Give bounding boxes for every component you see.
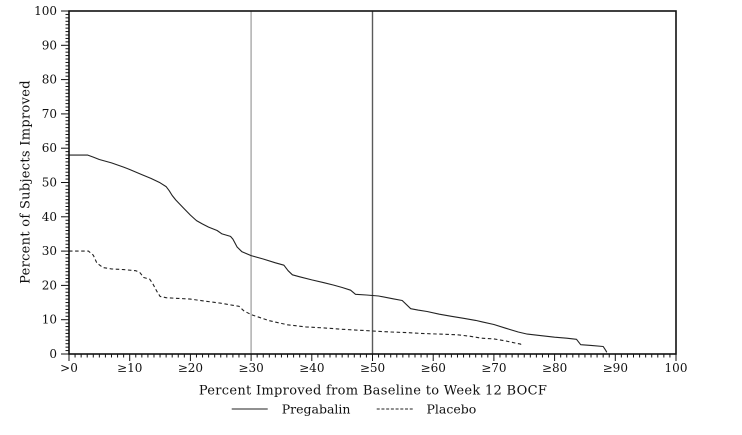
- y-tick-label: 50: [42, 176, 57, 190]
- y-tick-label: 40: [42, 210, 57, 224]
- y-tick-label: 0: [49, 347, 57, 361]
- series-line-pregabalin: [69, 154, 608, 353]
- x-tick-label: ≥70: [481, 361, 506, 375]
- x-tick-label: 100: [665, 361, 688, 375]
- y-tick-label: 100: [34, 4, 57, 18]
- x-tick-label: ≥60: [421, 361, 446, 375]
- y-tick-label: 20: [42, 278, 57, 292]
- series-line-placebo: [69, 250, 523, 348]
- legend-label-pregabalin: Pregabalin: [281, 401, 351, 417]
- y-tick-label: 10: [42, 313, 57, 327]
- x-axis-title: Percent Improved from Baseline to Week 1…: [198, 383, 548, 399]
- x-tick-label: ≥20: [178, 361, 203, 375]
- legend-label-placebo: Placebo: [426, 401, 477, 417]
- x-tick-label: ≥90: [603, 361, 628, 375]
- y-tick-label: 30: [42, 244, 57, 258]
- legend-line-sample-placebo: [376, 408, 413, 410]
- y-tick-label: 90: [42, 38, 57, 52]
- x-tick-label: ≥50: [360, 361, 385, 375]
- x-tick-label: ≥40: [299, 361, 324, 375]
- y-tick-label: 70: [42, 107, 57, 121]
- x-tick-label: ≥10: [117, 361, 142, 375]
- y-tick-label: 60: [42, 141, 57, 155]
- legend: Pregabalin Placebo: [231, 401, 477, 417]
- x-tick-label: >0: [60, 361, 78, 375]
- plot-frame: [68, 10, 677, 355]
- x-tick-label: ≥80: [542, 361, 567, 375]
- y-tick-label: 80: [42, 73, 57, 87]
- x-tick-label: ≥30: [238, 361, 263, 375]
- legend-line-sample-pregabalin: [231, 408, 268, 410]
- y-axis-title: Percent of Subjects Improved: [18, 80, 34, 284]
